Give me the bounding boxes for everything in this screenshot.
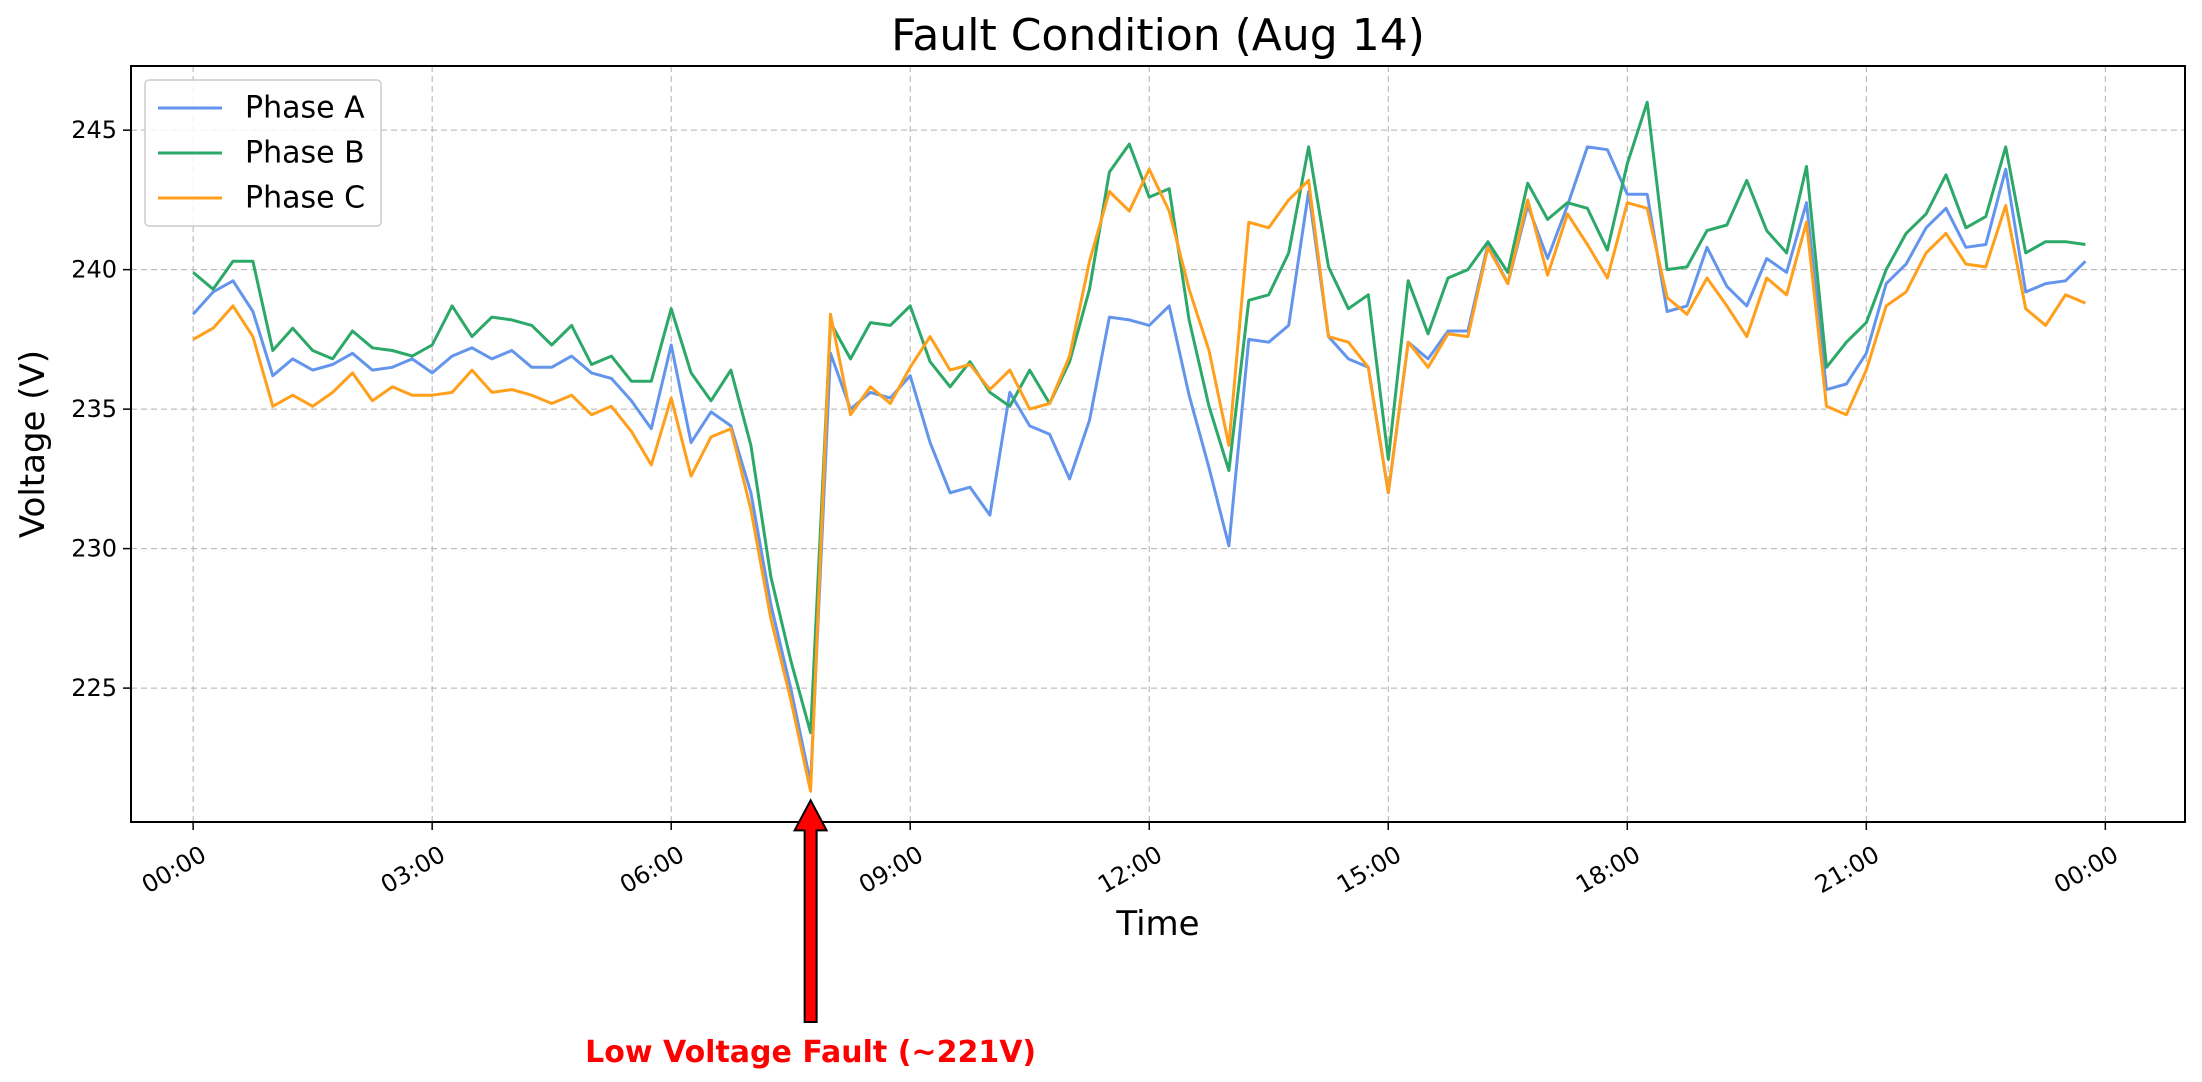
y-tick-label: 235 xyxy=(71,395,117,423)
x-axis-label: Time xyxy=(1115,904,1199,944)
x-tick-label: 06:00 xyxy=(615,840,689,899)
fault-annotation-label: Low Voltage Fault (~221V) xyxy=(585,1035,1036,1070)
series-lines xyxy=(191,100,2087,793)
legend-label: Phase A xyxy=(245,91,365,126)
chart-title: Fault Condition (Aug 14) xyxy=(891,10,1425,61)
grid xyxy=(131,66,2185,822)
fault-arrow xyxy=(792,798,829,1023)
series-line-phase-c xyxy=(192,167,2086,793)
x-tick-label: 12:00 xyxy=(1093,840,1167,899)
y-tick-label: 225 xyxy=(71,674,117,702)
x-tick-label: 09:00 xyxy=(854,840,928,899)
series-line-phase-a xyxy=(191,145,2087,785)
legend: Phase A Phase B Phase C xyxy=(144,79,382,227)
y-tick-label: 245 xyxy=(71,116,117,144)
fault-annotation: Low Voltage Fault (~221V) xyxy=(585,798,1036,1070)
plot-area-frame xyxy=(130,65,2186,823)
x-tick-label: 18:00 xyxy=(1571,840,1645,899)
y-tick-label: 240 xyxy=(71,256,117,284)
x-tick-label: 00:00 xyxy=(137,840,211,899)
x-tick-label: 15:00 xyxy=(1332,840,1406,899)
x-tick-label: 00:00 xyxy=(2049,840,2123,899)
series-line-phase-b xyxy=(192,100,2086,735)
x-tick-label: 21:00 xyxy=(1810,840,1884,899)
legend-label: Phase C xyxy=(245,181,365,216)
legend-box xyxy=(144,79,382,227)
x-tick-label: 03:00 xyxy=(376,840,450,899)
legend-label: Phase B xyxy=(245,136,365,171)
y-tick-label: 230 xyxy=(71,535,117,563)
y-axis-label: Voltage (V) xyxy=(13,350,53,538)
